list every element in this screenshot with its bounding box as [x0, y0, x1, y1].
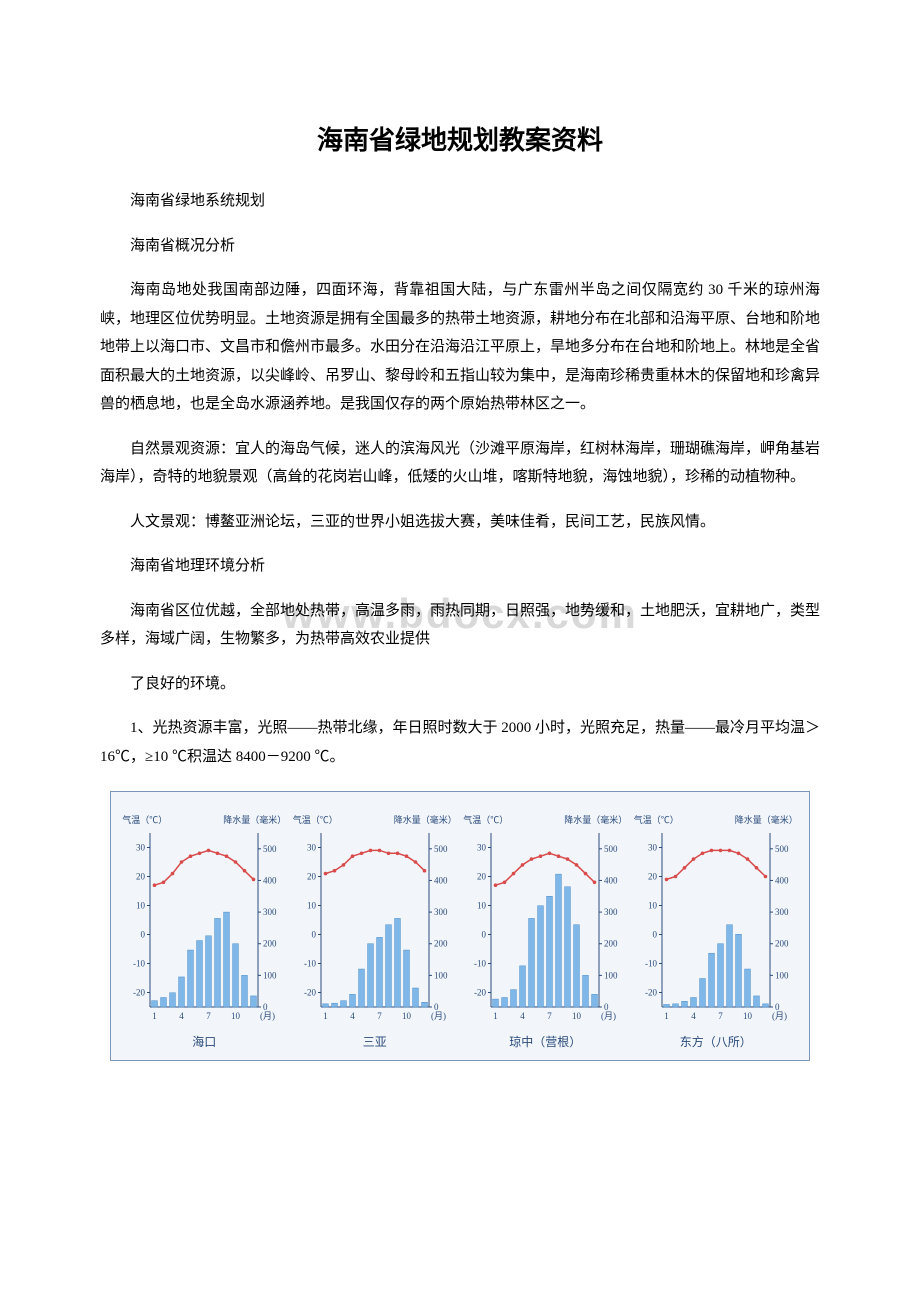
svg-text:-20: -20: [133, 988, 145, 998]
climate-chart-svg: -20-100102030010020030040050014710(月): [636, 827, 796, 1027]
city-label: 三亚: [363, 1033, 387, 1050]
svg-text:1: 1: [664, 1011, 669, 1021]
document-title: 海南省绿地规划教案资料: [100, 120, 820, 157]
climate-subplot: 气温（℃）降水量（毫米）-20-100102030010020030040050…: [465, 827, 625, 1050]
svg-text:(月): (月): [431, 1011, 446, 1021]
svg-text:-20: -20: [645, 988, 657, 998]
svg-text:(月): (月): [601, 1011, 616, 1021]
svg-text:4: 4: [350, 1011, 355, 1021]
svg-text:0: 0: [652, 930, 657, 940]
svg-text:0: 0: [482, 930, 487, 940]
paragraph: 海南省概况分析: [100, 232, 820, 261]
climate-subplot: 气温（℃）降水量（毫米）-20-100102030010020030040050…: [124, 827, 284, 1050]
climate-subplot: 气温（℃）降水量（毫米）-20-100102030010020030040050…: [636, 827, 796, 1050]
svg-text:0: 0: [141, 930, 146, 940]
paragraph: 海南省地理环境分析: [100, 552, 820, 581]
svg-text:-10: -10: [133, 959, 145, 969]
svg-text:100: 100: [263, 970, 277, 980]
svg-text:7: 7: [207, 1011, 212, 1021]
svg-text:1: 1: [323, 1011, 328, 1021]
axis-label-temp: 气温（℃）: [634, 813, 679, 826]
svg-text:30: 30: [477, 843, 487, 853]
svg-text:200: 200: [434, 939, 448, 949]
svg-text:-10: -10: [474, 959, 486, 969]
svg-text:200: 200: [263, 939, 277, 949]
svg-text:100: 100: [434, 970, 448, 980]
svg-text:4: 4: [521, 1011, 526, 1021]
svg-text:300: 300: [263, 907, 277, 917]
svg-text:(月): (月): [260, 1011, 275, 1021]
svg-text:100: 100: [775, 970, 789, 980]
svg-text:400: 400: [434, 875, 448, 885]
paragraph: 海南岛地处我国南部边陲，四面环海，背靠祖国大陆，与广东雷州半岛之间仅隔宽约 30…: [100, 276, 820, 419]
svg-text:400: 400: [775, 875, 789, 885]
axis-label-precip: 降水量（毫米）: [223, 813, 286, 826]
svg-text:20: 20: [648, 872, 658, 882]
paragraph: 了良好的环境。: [100, 670, 820, 699]
climate-chart-svg: -20-100102030010020030040050014710(月): [124, 827, 284, 1027]
svg-text:10: 10: [307, 901, 317, 911]
axis-label-precip: 降水量（毫米）: [564, 813, 627, 826]
svg-text:500: 500: [434, 844, 448, 854]
svg-text:500: 500: [604, 844, 618, 854]
svg-text:30: 30: [307, 843, 317, 853]
svg-text:-10: -10: [645, 959, 657, 969]
svg-text:20: 20: [307, 872, 317, 882]
axis-label-precip: 降水量（毫米）: [735, 813, 798, 826]
svg-text:20: 20: [477, 872, 487, 882]
svg-text:(月): (月): [772, 1011, 787, 1021]
paragraph: 人文景观：博鳌亚洲论坛，三亚的世界小姐选拔大赛，美味佳肴，民间工艺，民族风情。: [100, 508, 820, 537]
svg-text:10: 10: [477, 901, 487, 911]
svg-text:-20: -20: [304, 988, 316, 998]
svg-text:7: 7: [718, 1011, 723, 1021]
city-label: 东方（八所）: [680, 1033, 752, 1050]
svg-text:4: 4: [691, 1011, 696, 1021]
svg-text:20: 20: [136, 872, 146, 882]
svg-text:500: 500: [263, 844, 277, 854]
svg-text:10: 10: [648, 901, 658, 911]
svg-text:10: 10: [743, 1011, 753, 1021]
paragraph: 海南省绿地系统规划: [100, 187, 820, 216]
svg-text:100: 100: [604, 970, 618, 980]
svg-text:300: 300: [434, 907, 448, 917]
svg-text:7: 7: [377, 1011, 382, 1021]
svg-text:10: 10: [231, 1011, 241, 1021]
paragraph: 1、光热资源丰富，光照——热带北缘，年日照时数大于 2000 小时，光照充足，热…: [100, 714, 820, 771]
axis-label-temp: 气温（℃）: [122, 813, 167, 826]
climate-charts: 气温（℃）降水量（毫米）-20-100102030010020030040050…: [110, 791, 810, 1061]
climate-chart-svg: -20-100102030010020030040050014710(月): [295, 827, 455, 1027]
svg-text:10: 10: [136, 901, 146, 911]
svg-text:200: 200: [604, 939, 618, 949]
svg-text:10: 10: [402, 1011, 412, 1021]
axis-label-temp: 气温（℃）: [293, 813, 338, 826]
city-label: 琼中（营根）: [509, 1033, 581, 1050]
svg-text:4: 4: [180, 1011, 185, 1021]
climate-subplot: 气温（℃）降水量（毫米）-20-100102030010020030040050…: [295, 827, 455, 1050]
city-label: 海口: [192, 1033, 216, 1050]
document-page: 海南省绿地规划教案资料 海南省绿地系统规划 海南省概况分析 海南岛地处我国南部边…: [0, 0, 920, 1121]
svg-text:300: 300: [775, 907, 789, 917]
axis-label-temp: 气温（℃）: [463, 813, 508, 826]
svg-text:0: 0: [311, 930, 316, 940]
svg-text:500: 500: [775, 844, 789, 854]
svg-text:400: 400: [263, 875, 277, 885]
svg-text:1: 1: [494, 1011, 499, 1021]
axis-label-precip: 降水量（毫米）: [394, 813, 457, 826]
svg-text:400: 400: [604, 875, 618, 885]
svg-text:30: 30: [136, 843, 146, 853]
paragraph: 自然景观资源：宜人的海岛气候，迷人的滨海风光（沙滩平原海岸，红树林海岸，珊瑚礁海…: [100, 435, 820, 492]
climate-chart-svg: -20-100102030010020030040050014710(月): [465, 827, 625, 1027]
svg-text:30: 30: [648, 843, 658, 853]
svg-text:200: 200: [775, 939, 789, 949]
svg-text:1: 1: [153, 1011, 158, 1021]
svg-text:10: 10: [572, 1011, 582, 1021]
svg-text:-20: -20: [474, 988, 486, 998]
svg-text:300: 300: [604, 907, 618, 917]
paragraph: 海南省区位优越，全部地处热带，高温多雨，雨热同期，日照强，地势缓和，土地肥沃，宜…: [100, 597, 820, 654]
svg-text:7: 7: [548, 1011, 553, 1021]
svg-text:-10: -10: [304, 959, 316, 969]
